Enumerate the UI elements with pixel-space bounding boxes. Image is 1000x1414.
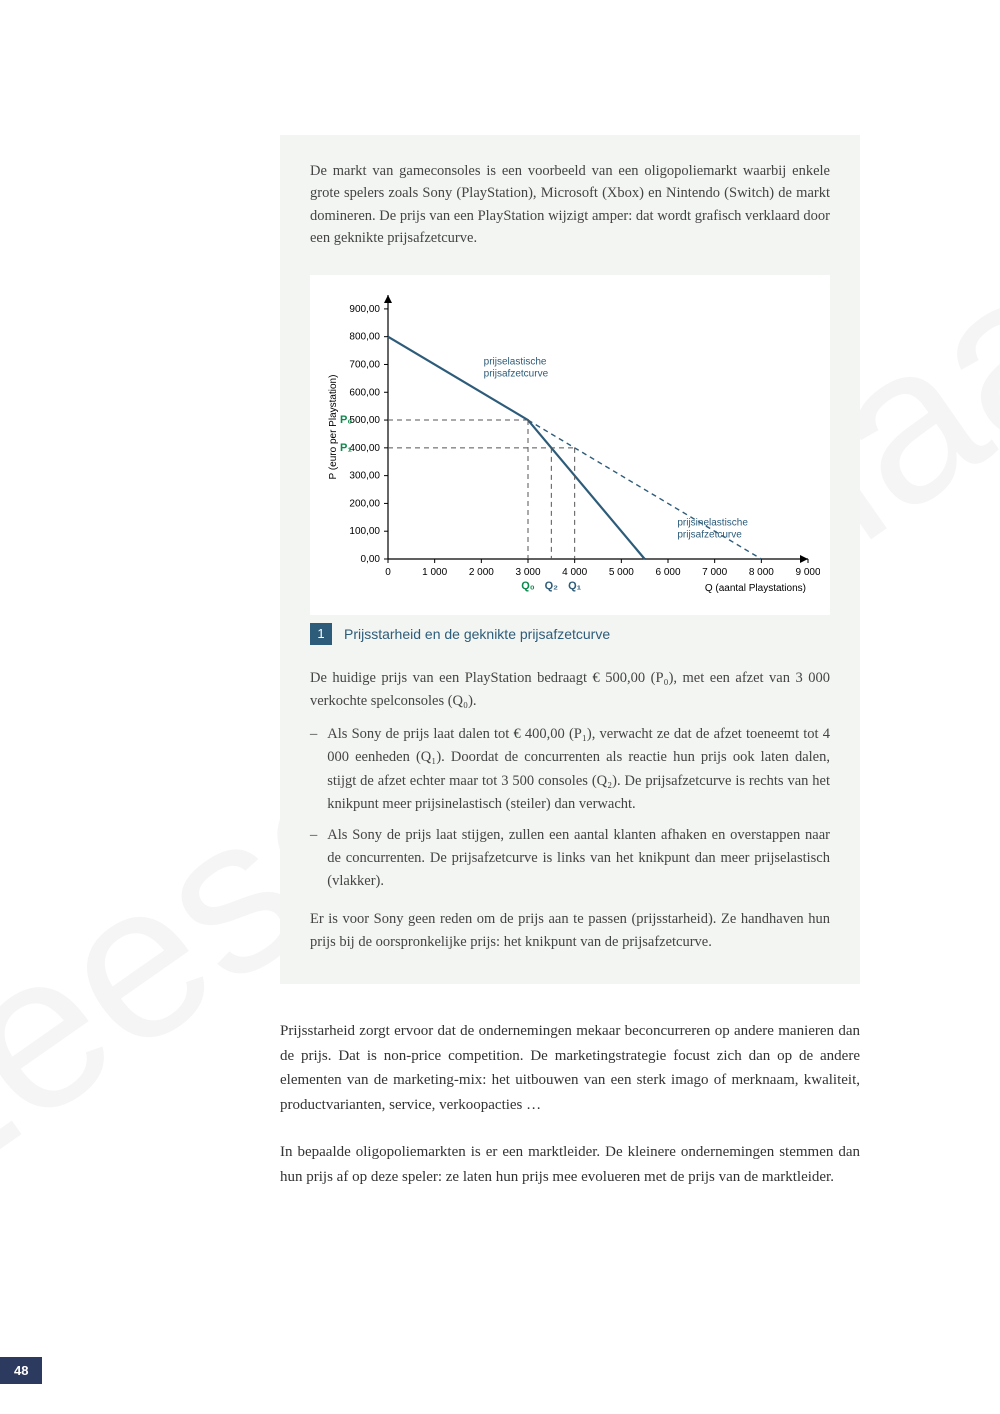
outer-paragraph-2: In bepaalde oligopoliemarkten is er een … [280,1140,860,1190]
intro-paragraph: De markt van gameconsoles is een voorbee… [310,160,830,250]
svg-text:6 000: 6 000 [655,567,680,578]
svg-text:3 000: 3 000 [515,567,540,578]
svg-text:4 000: 4 000 [562,567,587,578]
svg-text:200,00: 200,00 [349,498,380,509]
svg-text:prijsafzetcurve: prijsafzetcurve [484,368,549,379]
svg-text:900,00: 900,00 [349,304,380,315]
svg-text:Q₂: Q₂ [545,580,559,592]
kinked-demand-chart: 0,00 100,00 200,00 300,00 400,00 500,00 600,00… [320,285,820,605]
dash-icon: – [310,824,317,894]
svg-text:1 000: 1 000 [422,567,447,578]
page-number: 48 [0,1357,42,1384]
svg-text:600,00: 600,00 [349,387,380,398]
paragraph-1: De huidige prijs van een PlayStation bed… [310,667,830,713]
svg-text:400,00: 400,00 [349,443,380,454]
list-item-2: – Als Sony de prijs laat stijgen, zullen… [310,824,830,894]
svg-text:700,00: 700,00 [349,359,380,370]
svg-text:5 000: 5 000 [609,567,634,578]
svg-text:8 000: 8 000 [749,567,774,578]
figure-caption: 1 Prijsstarheid en de geknikte prijsafze… [310,623,830,645]
bullet-list: – Als Sony de prijs laat dalen tot € 400… [310,723,830,893]
svg-text:P (euro per Playstation): P (euro per Playstation) [328,374,339,479]
svg-text:P₀: P₀ [340,414,352,426]
svg-text:prijselastische: prijselastische [484,356,547,367]
chart-container: 0,00 100,00 200,00 300,00 400,00 500,00 600,00… [310,275,830,615]
caption-number: 1 [310,623,332,645]
outer-paragraph-1: Prijsstarheid zorgt ervoor dat de ondern… [280,1019,860,1118]
svg-text:300,00: 300,00 [349,471,380,482]
svg-text:Q₀: Q₀ [521,580,535,592]
page-content: De markt van gameconsoles is een voorbee… [280,135,860,1211]
svg-text:100,00: 100,00 [349,526,380,537]
paragraph-2: Er is voor Sony geen reden om de prijs a… [310,908,830,954]
svg-text:7 000: 7 000 [702,567,727,578]
svg-text:Q (aantal Playstations): Q (aantal Playstations) [705,583,806,594]
svg-text:0,00: 0,00 [361,554,381,565]
svg-text:prijsafzetcurve: prijsafzetcurve [677,530,742,541]
svg-text:Q₁: Q₁ [568,580,582,592]
dash-icon: – [310,723,317,816]
svg-text:prijsinelastische: prijsinelastische [677,518,748,529]
svg-text:2 000: 2 000 [469,567,494,578]
list-item-1: – Als Sony de prijs laat dalen tot € 400… [310,723,830,816]
highlight-box: De markt van gameconsoles is een voorbee… [280,135,860,984]
svg-text:500,00: 500,00 [349,415,380,426]
svg-text:0: 0 [385,567,391,578]
list-item-2-text: Als Sony de prijs laat stijgen, zullen e… [327,824,830,894]
caption-text: Prijsstarheid en de geknikte prijsafzetc… [344,626,610,642]
svg-text:9 000: 9 000 [795,567,820,578]
svg-text:800,00: 800,00 [349,332,380,343]
list-item-1-text: Als Sony de prijs laat dalen tot € 400,0… [327,723,830,816]
svg-text:P₁: P₁ [340,442,352,454]
